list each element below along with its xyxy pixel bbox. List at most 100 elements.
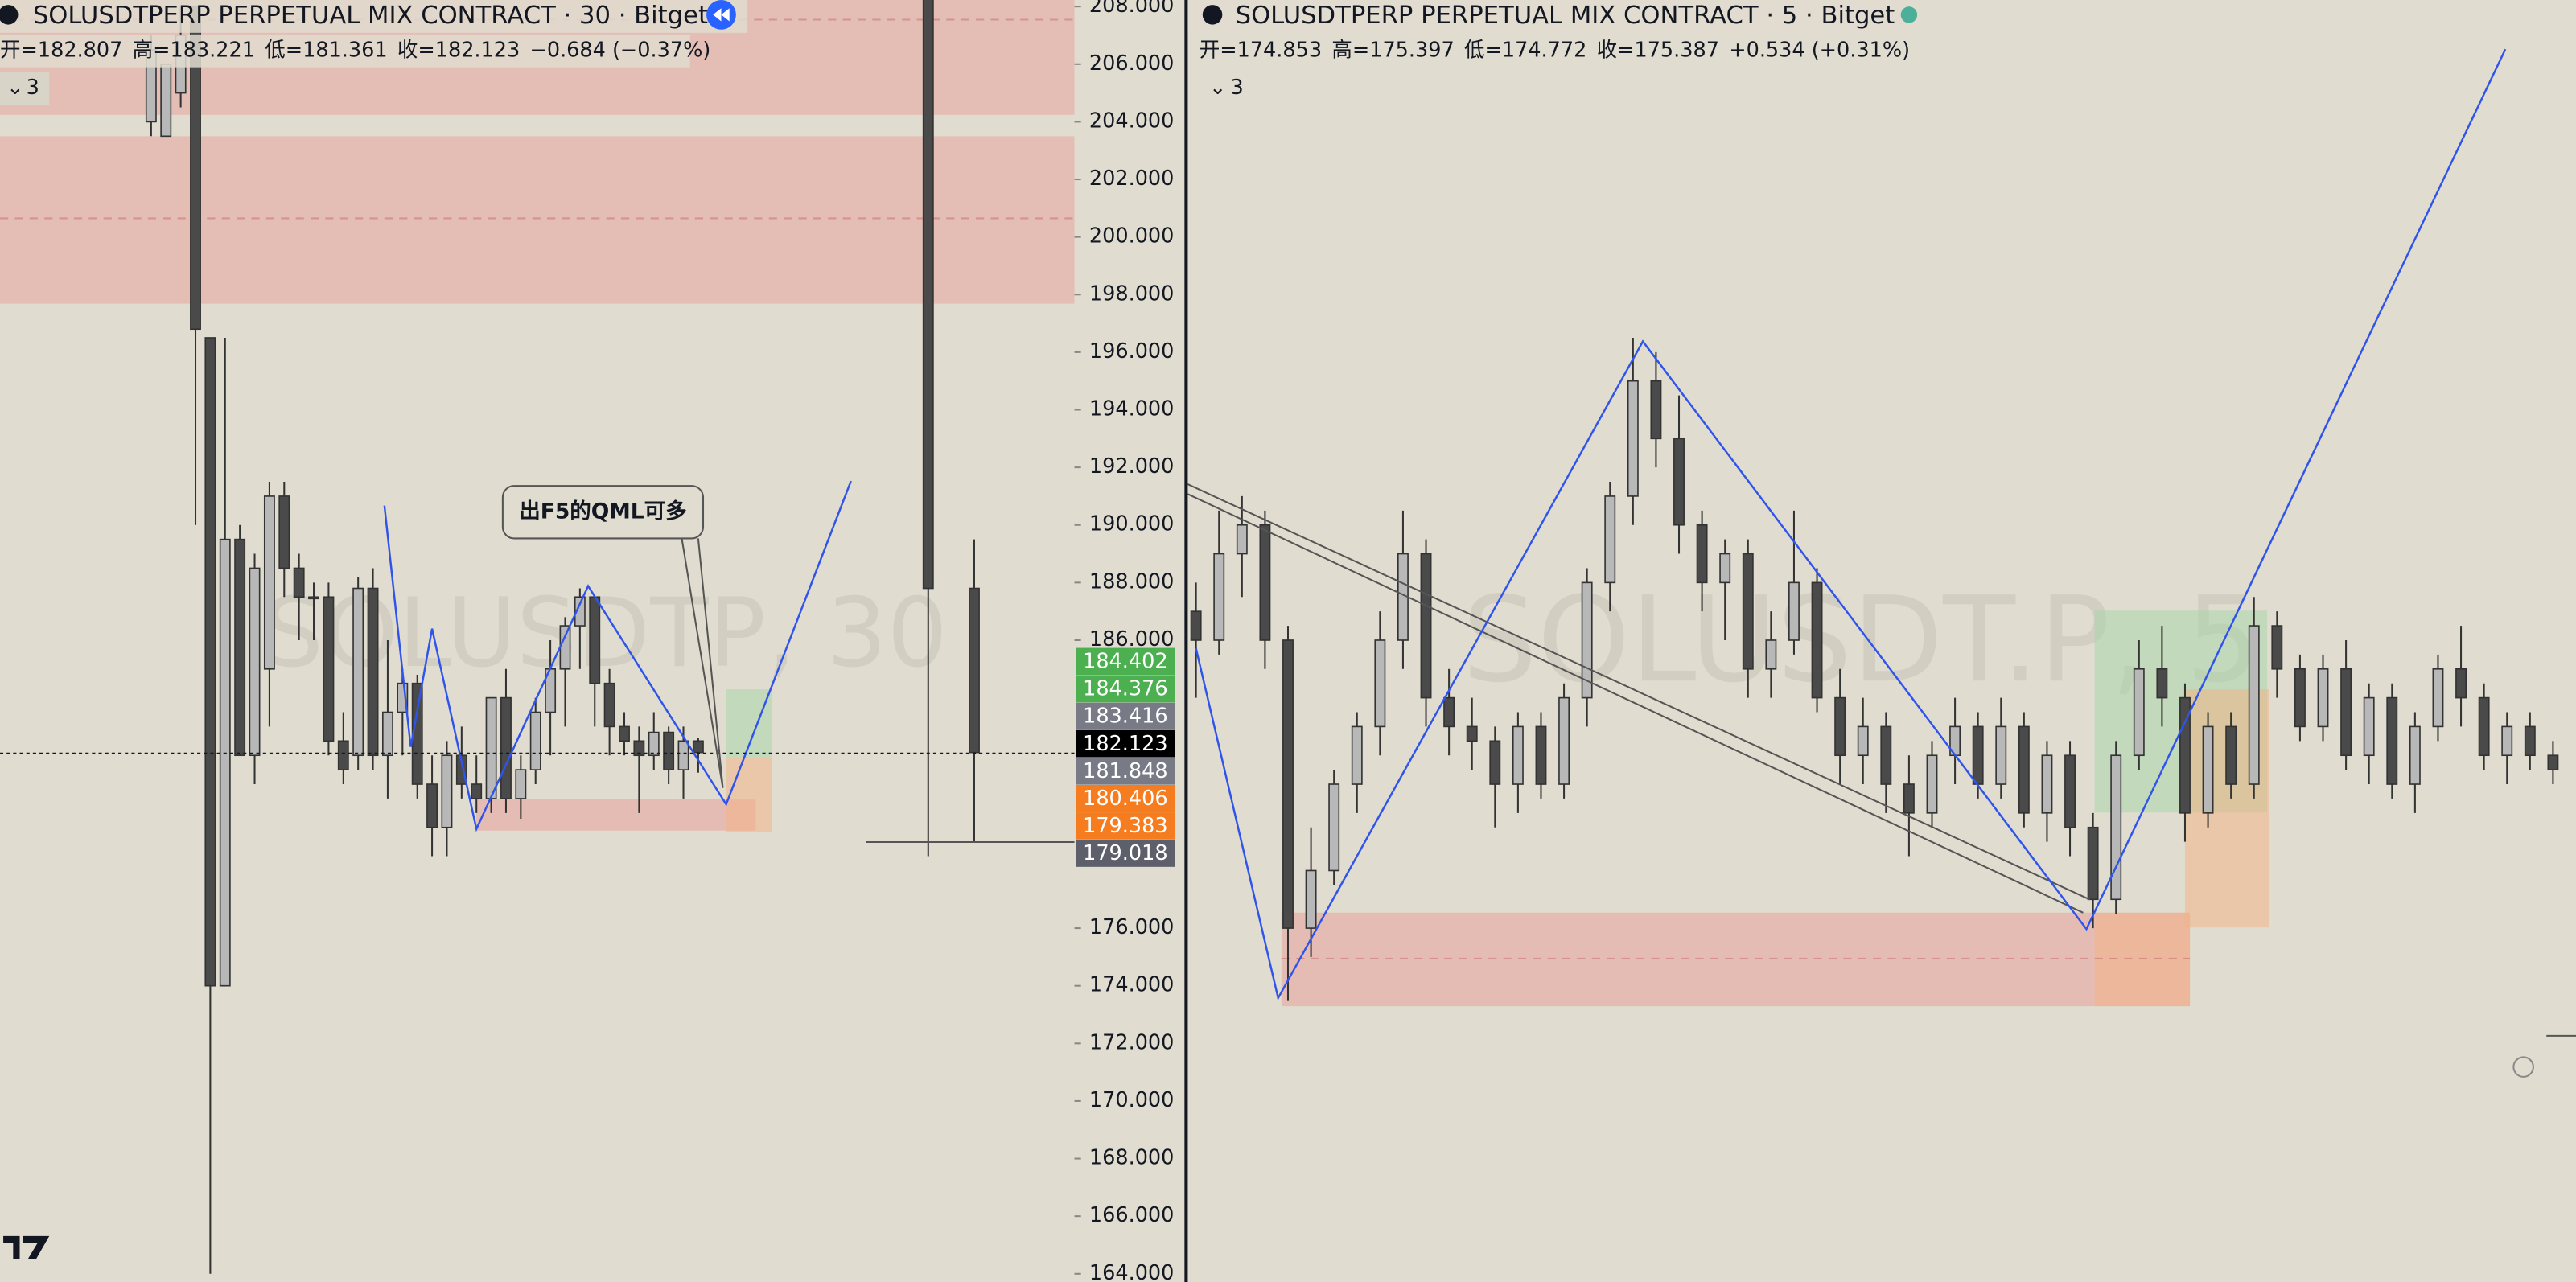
- price-label-bg: [1076, 840, 1175, 867]
- demand-zone: [476, 799, 756, 831]
- zigzag-drawing: [1195, 48, 2507, 1001]
- candle-body: [352, 587, 364, 757]
- price-label: 181.848: [1083, 759, 1167, 783]
- candle-body: [515, 769, 527, 799]
- candle-body: [471, 783, 483, 799]
- target-zone: [726, 689, 772, 758]
- candle-body: [160, 63, 172, 138]
- candle-body: [2340, 668, 2352, 757]
- ohlc-values: 开=174.853 高=175.397 低=174.772 收=175.387 +0.5…: [1200, 38, 1910, 62]
- price-label: 179.383: [1083, 814, 1167, 838]
- candle-body: [648, 731, 660, 757]
- header-bg: [0, 0, 748, 33]
- trend-line: [1187, 493, 2084, 914]
- ohlc-item: −0.684 (−0.37%): [529, 38, 710, 62]
- candle-body: [1351, 725, 1363, 785]
- candle-body: [2524, 725, 2536, 757]
- candle-body: [1558, 696, 1570, 785]
- y-tick-label: 196.000: [1089, 339, 1174, 364]
- y-tick-label: 190.000: [1089, 512, 1174, 536]
- candle-body: [1673, 438, 1685, 526]
- supply-zone: [0, 136, 1075, 304]
- candle-body: [1788, 581, 1800, 641]
- chevron: ⌄: [6, 76, 23, 100]
- price-axis: 208.000 206.000 204.000 202.000 200.000 198.0…: [1074, 0, 1175, 1282]
- indicator-count: 3: [27, 76, 39, 100]
- ohlc-item: 收=175.387: [1597, 38, 1719, 62]
- candle-body: [529, 711, 541, 770]
- symbol-icon: [1202, 5, 1223, 25]
- candle-body: [293, 567, 305, 598]
- symbol-icon: [0, 5, 19, 25]
- candle-body: [1328, 783, 1340, 872]
- price-label: 184.376: [1083, 677, 1167, 701]
- indicator-count: 3: [1231, 76, 1244, 100]
- candle-body: [1420, 553, 1432, 699]
- candle-body: [1604, 495, 1616, 584]
- candle-body: [1512, 725, 1524, 785]
- candle-body: [2018, 725, 2030, 814]
- y-tick-label: 202.000: [1089, 166, 1174, 191]
- y-tick-label: 192.000: [1089, 454, 1174, 479]
- candle-body: [263, 495, 275, 670]
- candle-body: [2363, 696, 2375, 757]
- candle-body: [1282, 639, 1294, 929]
- price-label-bg: [1076, 729, 1175, 758]
- candle-body: [922, 0, 934, 590]
- candle-body: [1903, 783, 1915, 814]
- candle-body: [1466, 725, 1478, 742]
- y-tick-label: 176.000: [1089, 915, 1174, 939]
- price-label-bg: [1076, 812, 1175, 840]
- candle-body: [1627, 380, 1639, 497]
- candle-body: [603, 682, 615, 728]
- candle-body: [1650, 380, 1662, 440]
- candle-body: [219, 538, 231, 987]
- right-candles: [1190, 337, 2559, 1001]
- price-label-bg: [1076, 757, 1175, 785]
- candle-body: [2110, 754, 2122, 901]
- candle-body: [204, 337, 216, 987]
- candle-body: [1834, 696, 1846, 757]
- ohlc-bg: [0, 34, 690, 68]
- candle-body: [1236, 524, 1248, 555]
- y-tick-label: 194.000: [1089, 397, 1174, 421]
- candle-body: [1696, 524, 1708, 584]
- candle-body: [1926, 754, 1938, 814]
- candle-body: [574, 596, 586, 627]
- candle-body: [2087, 826, 2099, 901]
- candle-body: [2064, 754, 2076, 828]
- symbol-title: SOLUSDTPERP PERPETUAL MIX CONTRACT · 30 …: [33, 2, 708, 30]
- candle-body: [2432, 668, 2444, 728]
- watermark: SOLUSDTP, 30: [263, 577, 948, 688]
- candle-body: [2455, 668, 2467, 699]
- callout-pointer: [681, 538, 724, 788]
- candle-body: [2133, 668, 2145, 757]
- price-label-bg: [1076, 702, 1175, 730]
- y-tick-label: 170.000: [1089, 1088, 1174, 1112]
- candle-body: [323, 596, 335, 742]
- candle-body: [1305, 869, 1317, 929]
- candle-body: [1443, 696, 1455, 728]
- candle-body: [1857, 725, 1869, 757]
- candle-body: [1535, 725, 1547, 785]
- candle-body: [2041, 754, 2053, 814]
- stop-zone: [726, 758, 772, 832]
- candle-body: [485, 696, 497, 799]
- candle-body: [2271, 625, 2283, 670]
- indicator-toggle[interactable]: [0, 72, 50, 105]
- y-tick-label: 186.000: [1089, 627, 1174, 651]
- price-label: 183.416: [1083, 705, 1167, 729]
- alert-icon[interactable]: [2512, 1056, 2534, 1078]
- tv-logo: [3, 1235, 50, 1259]
- market-status[interactable]: [1900, 6, 1918, 23]
- y-tick-label: 198.000: [1089, 281, 1174, 306]
- price-label: 180.406: [1083, 787, 1167, 811]
- candle-body: [337, 740, 349, 770]
- y-tick-label: 188.000: [1089, 569, 1174, 594]
- y-tick-label: 206.000: [1089, 51, 1174, 76]
- candle-body: [2202, 725, 2214, 814]
- candle-body: [381, 711, 393, 757]
- candle-body: [2294, 668, 2306, 728]
- candle-body: [969, 587, 980, 754]
